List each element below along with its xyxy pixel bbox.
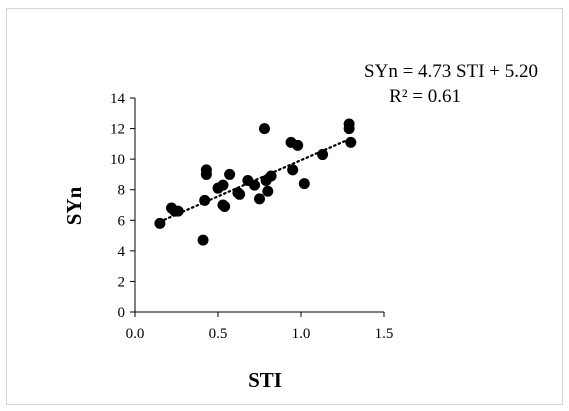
x-axis-title: STI [248, 368, 282, 392]
data-point [172, 205, 184, 217]
y-tick-label: 0 [118, 305, 126, 321]
axes [130, 97, 385, 317]
x-tick-label: 1.5 [375, 326, 394, 342]
r-squared-label: R² = 0.61 [389, 86, 461, 107]
data-point [200, 168, 212, 180]
data-point [265, 170, 277, 182]
data-point [234, 188, 246, 200]
y-tick-label: 4 [118, 244, 126, 260]
y-axis-title: SYn [62, 186, 86, 225]
chart-frame [6, 8, 563, 405]
data-point [298, 178, 310, 190]
data-point [345, 136, 357, 148]
data-point [262, 185, 274, 197]
regression-equation: SYn = 4.73 STI + 5.20 [364, 61, 538, 82]
data-points [154, 118, 357, 246]
data-point [224, 168, 236, 180]
x-tick-label: 0.0 [126, 326, 145, 342]
x-tick-label: 1.0 [292, 326, 311, 342]
data-point [154, 217, 166, 229]
data-point [317, 149, 329, 161]
y-tick-label: 10 [110, 152, 125, 168]
data-point [199, 194, 211, 206]
y-tick-label: 14 [110, 91, 126, 107]
data-point [249, 179, 261, 191]
data-point [287, 164, 299, 176]
data-point [343, 123, 355, 135]
data-point [254, 193, 265, 205]
tick-labels: 0 2 4 6 8 10 12 14 0.0 0.5 1.0 1.5 [110, 91, 393, 342]
y-tick-label: 2 [118, 274, 126, 290]
y-tick-label: 12 [110, 122, 125, 138]
y-tick-label: 8 [118, 183, 126, 199]
data-point [258, 123, 270, 135]
data-point [219, 201, 231, 213]
data-point [292, 139, 304, 151]
y-tick-label: 6 [118, 213, 126, 229]
x-tick-label: 0.5 [209, 326, 228, 342]
data-point [197, 234, 209, 246]
data-point [217, 179, 229, 191]
